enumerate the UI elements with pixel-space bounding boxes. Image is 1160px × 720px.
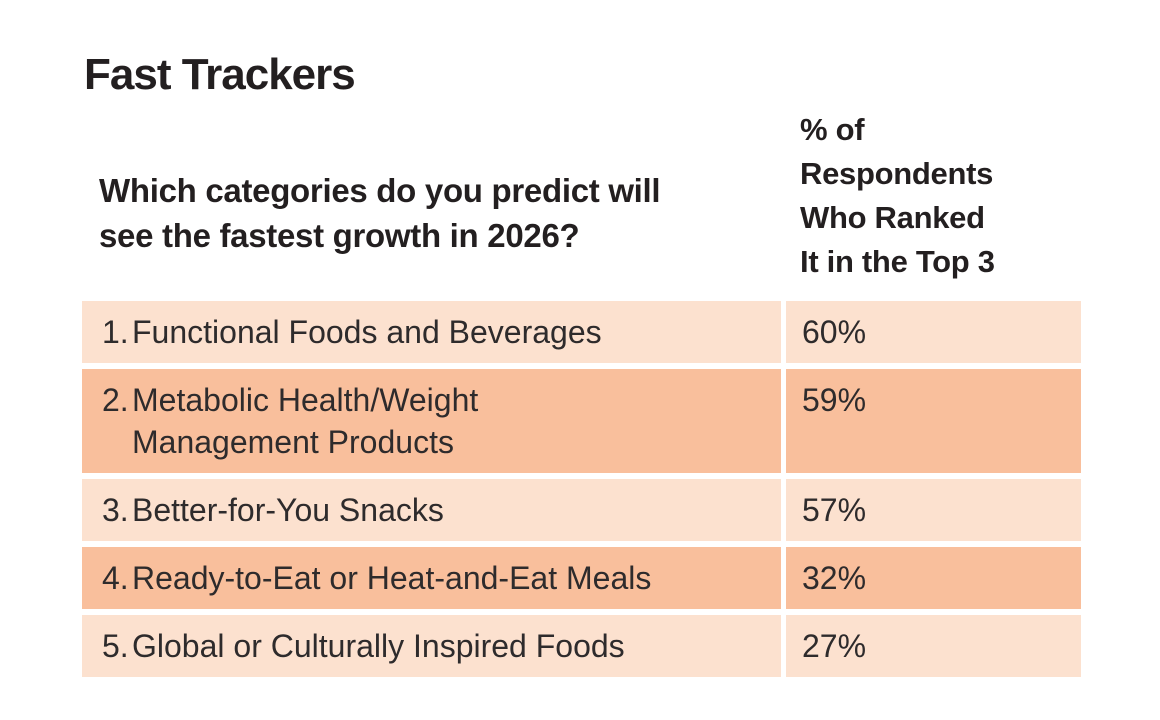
percent-value: 59% — [786, 369, 1081, 473]
category-label: Global or Culturally Inspired Foods — [132, 628, 625, 664]
category-label: Ready-to-Eat or Heat-and-Eat Meals — [132, 560, 652, 596]
rank-label: 2. — [102, 382, 129, 418]
percent-value: 60% — [786, 301, 1081, 363]
percent-value: 27% — [786, 615, 1081, 677]
table-row: 5. Global or Culturally Inspired Foods 2… — [82, 615, 1081, 677]
table-row: 1. Functional Foods and Beverages 60% — [82, 301, 1081, 363]
percent-value: 57% — [786, 479, 1081, 541]
category-cell: 5. Global or Culturally Inspired Foods — [82, 615, 781, 677]
rank-label: 5. — [102, 628, 129, 664]
category-cell: 2. Metabolic Health/Weight Management Pr… — [82, 369, 781, 473]
rank-label: 1. — [102, 314, 129, 350]
category-label: Functional Foods and Beverages — [132, 314, 602, 350]
table-row: 3. Better-for-You Snacks 57% — [82, 479, 1081, 541]
category-cell: 4. Ready-to-Eat or Heat-and-Eat Meals — [82, 547, 781, 609]
category-cell: 3. Better-for-You Snacks — [82, 479, 781, 541]
category-label: Better-for-You Snacks — [132, 492, 444, 528]
table-question: Which categories do you predict will see… — [99, 172, 661, 254]
percent-value: 32% — [786, 547, 1081, 609]
page-title: Fast Trackers — [84, 50, 356, 99]
table-row: 4. Ready-to-Eat or Heat-and-Eat Meals 32… — [82, 547, 1081, 609]
results-table: 1. Functional Foods and Beverages 60% 2.… — [82, 301, 1081, 677]
rank-label: 3. — [102, 492, 129, 528]
category-label: Metabolic Health/Weight Management Produ… — [132, 382, 479, 460]
table-row: 2. Metabolic Health/Weight Management Pr… — [82, 369, 1081, 473]
rank-label: 4. — [102, 560, 129, 596]
category-cell: 1. Functional Foods and Beverages — [82, 301, 781, 363]
value-column-header: % of Respondents Who Ranked It in the To… — [800, 112, 995, 279]
